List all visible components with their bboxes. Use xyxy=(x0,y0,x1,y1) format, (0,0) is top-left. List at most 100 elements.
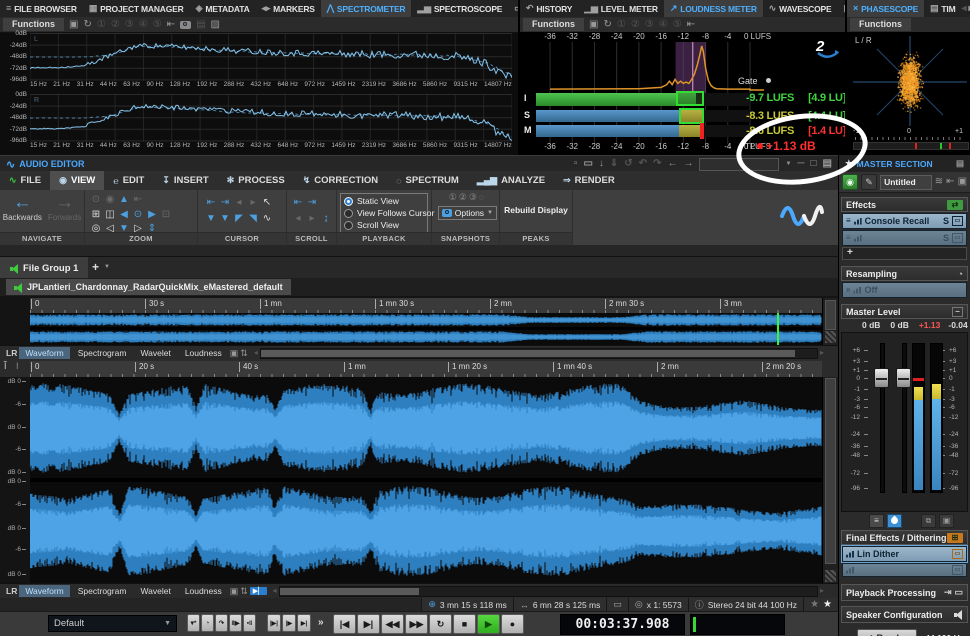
playback-option-view-follows-cursor[interactable]: View Follows Cursor xyxy=(344,207,434,219)
ribbon-tab-correction[interactable]: ↯ CORRECTION xyxy=(294,171,387,190)
stop-button[interactable]: ■ xyxy=(453,614,476,634)
zoom-fit-vertical-icon[interactable]: ⇕ xyxy=(147,223,157,234)
zoom-whole-icon[interactable]: ◫ xyxy=(105,208,115,220)
cursor-to-end-icon[interactable]: ⇥ xyxy=(220,197,230,208)
snapshot-slots[interactable]: ①②③◌ xyxy=(448,192,487,202)
playback-option-scroll-view[interactable]: Scroll View xyxy=(344,219,424,231)
preset-5-icon[interactable]: ⑤ xyxy=(672,18,682,30)
go-to-end-button[interactable]: ▶| xyxy=(357,614,380,634)
play-from-button[interactable]: ‖▶ xyxy=(229,614,242,632)
ribbon-tab-process[interactable]: ✻ PROCESS xyxy=(218,171,294,190)
time-display[interactable]: 00:03:37.908 xyxy=(560,614,685,635)
ribbon-tab-analyze[interactable]: ▂▄▆ ANALYZE xyxy=(468,171,554,190)
save-icon[interactable]: ↓ xyxy=(598,158,604,169)
scrollbar-left-icon[interactable]: ◂ xyxy=(272,586,277,595)
status-favorites[interactable]: ★ ★ xyxy=(803,598,838,611)
insert-icon[interactable]: ⇥ xyxy=(943,587,952,597)
scroll-tabs-left-icon[interactable]: ◂ xyxy=(961,2,967,14)
effect-slot-console-recall[interactable]: ≡ Console Recall S ▭ xyxy=(842,213,967,229)
zoom-time-icon[interactable]: ⊙ xyxy=(91,194,101,205)
tab-phasescope[interactable]: × PHASESCOPE xyxy=(847,0,925,17)
status-cursor-position[interactable]: ⊕ 3 mn 15 s 118 ms xyxy=(421,598,513,611)
loop-start-button[interactable]: |▶| xyxy=(267,614,281,632)
undo-icon[interactable]: ↶ xyxy=(638,158,648,169)
tab-metadata[interactable]: ◈ METADATA xyxy=(190,0,256,17)
zoom-audio-icon[interactable]: ◎ xyxy=(91,223,101,234)
scrollbar-left-icon[interactable]: ◂ xyxy=(253,348,258,357)
speaker-configuration-header[interactable]: Speaker Configuration xyxy=(841,606,968,623)
zoom-in-vertical-icon[interactable]: ▲ xyxy=(119,194,129,205)
reset-meters-icon[interactable]: ⇤ xyxy=(946,176,955,187)
reset-icon[interactable]: ↻ xyxy=(83,18,92,30)
cursor-next-icon[interactable]: ▸ xyxy=(250,197,256,208)
functions-menu[interactable]: Functions xyxy=(850,18,911,31)
overview-right-widget[interactable] xyxy=(822,298,838,345)
cursor-prev-icon[interactable]: ◂ xyxy=(236,197,242,208)
power-button[interactable]: ◉ xyxy=(842,174,859,190)
cursor-sel-end-icon[interactable]: ▼ xyxy=(220,213,230,224)
ribbon-tab-insert[interactable]: ↧ INSERT xyxy=(153,171,217,190)
minimize-icon[interactable]: ─ xyxy=(797,158,805,169)
cursor-to-start-icon[interactable]: ⇤ xyxy=(206,197,216,208)
redo-icon[interactable]: ↷ xyxy=(653,158,662,169)
zoom-selection-icon[interactable]: ⊞ xyxy=(91,208,101,220)
zoom-hand-icon[interactable]: ◉ xyxy=(105,194,115,205)
preset-3-icon[interactable]: ③ xyxy=(644,18,654,30)
final-effects-header[interactable]: Final Effects / Dithering ⊞ xyxy=(841,530,968,545)
functions-menu[interactable]: Functions xyxy=(3,18,64,31)
ribbon-tab-edit[interactable]: ℮ EDIT xyxy=(104,171,153,190)
scrollbar-right-icon[interactable]: ▸ xyxy=(819,586,824,595)
zoom-magnifier-icon[interactable]: ⊙ xyxy=(133,208,143,220)
tab-live-spectro[interactable]: ▥LIVE SPECTRO xyxy=(837,0,845,17)
play-from-here-icon[interactable]: ▶▏ xyxy=(249,587,267,595)
zoom-in-horizontal-icon[interactable]: ▶ xyxy=(148,208,156,220)
open-folder-icon[interactable]: ▭ xyxy=(583,158,593,169)
cursor-marker-left-icon[interactable]: ◤ xyxy=(235,213,243,224)
zoom-out-vertical-icon[interactable]: ▼ xyxy=(119,223,129,234)
marker-drop-button[interactable]: ▾* xyxy=(187,614,200,632)
zoom-in-small-icon[interactable]: ▷ xyxy=(134,223,142,234)
zoom-out-small-icon[interactable]: ◁ xyxy=(106,223,114,234)
add-file-group-button[interactable]: + xyxy=(92,260,100,274)
transport-preset-select[interactable]: Default ▼ xyxy=(48,615,177,632)
layout-icon[interactable]: ▤ xyxy=(822,158,832,169)
loop-button[interactable]: ↻ xyxy=(429,614,452,634)
horizontal-scrollbar[interactable] xyxy=(278,585,818,597)
maximize-icon[interactable]: □ xyxy=(810,158,817,169)
edit-tool2-icon[interactable]: I xyxy=(16,361,19,371)
dither-slot-lin-dither[interactable]: Lin Dither ▭ xyxy=(842,546,967,562)
window-icon[interactable]: ▭ xyxy=(952,549,963,559)
preset-5-icon[interactable]: ⑤ xyxy=(152,18,162,30)
navigate-backwards-button[interactable]: ← Backwards xyxy=(3,193,42,223)
resampling-slot[interactable]: » Off xyxy=(842,282,967,298)
play-button[interactable]: ▶ xyxy=(477,614,500,634)
nav-left-icon[interactable]: ← xyxy=(667,158,678,169)
tab-loudness-meter[interactable]: ↗ LOUDNESS METER xyxy=(663,0,763,17)
preset-2-icon[interactable]: ② xyxy=(110,18,120,30)
view-tab-loudness[interactable]: Loudness xyxy=(184,348,222,358)
cursor-wave-icon[interactable]: ∿ xyxy=(262,213,272,224)
main-vertical-scrollbar[interactable] xyxy=(822,377,838,583)
snapshot-options-button[interactable]: Options ▼ xyxy=(438,206,497,220)
chevron-down-icon[interactable]: ▼ xyxy=(104,264,110,270)
dither-slot-empty[interactable]: ▭ xyxy=(842,563,967,577)
status-audio-format[interactable]: ⓘ Stereo 24 bit 44 100 Hz xyxy=(687,598,804,611)
scrollbar-right-icon[interactable]: ▸ xyxy=(819,348,824,357)
checkbox-icon[interactable]: ▣ xyxy=(589,18,599,30)
tab-wavescope[interactable]: ∿ WAVESCOPE xyxy=(763,0,838,17)
slot-menu-icon[interactable]: ≡ xyxy=(846,216,851,225)
rebuild-display-button[interactable]: Rebuild Display xyxy=(504,205,568,215)
snapshot-camera-icon[interactable] xyxy=(180,20,192,29)
add-effect-button[interactable]: + xyxy=(842,247,967,260)
zoom-reset-icon[interactable]: ⇤ xyxy=(133,194,143,205)
playback-processing-header[interactable]: Playback Processing ⇥ ▭ xyxy=(841,584,968,601)
checkbox-icon[interactable]: ▣ xyxy=(69,18,79,30)
copy-gain-button[interactable]: ⧉ xyxy=(921,513,936,528)
solo-label[interactable]: S xyxy=(942,216,949,226)
ribbon-tab-spectrum[interactable]: ◌ SPECTRUM xyxy=(387,171,468,190)
scrollbar-handle[interactable] xyxy=(260,349,795,357)
master-level-header[interactable]: Master Level − xyxy=(841,304,968,319)
tab-file-browser[interactable]: ≡ FILE BROWSER xyxy=(0,0,83,17)
anti-clipping-button[interactable] xyxy=(887,513,902,528)
skip-fwd-button[interactable]: ▶| xyxy=(297,614,311,632)
